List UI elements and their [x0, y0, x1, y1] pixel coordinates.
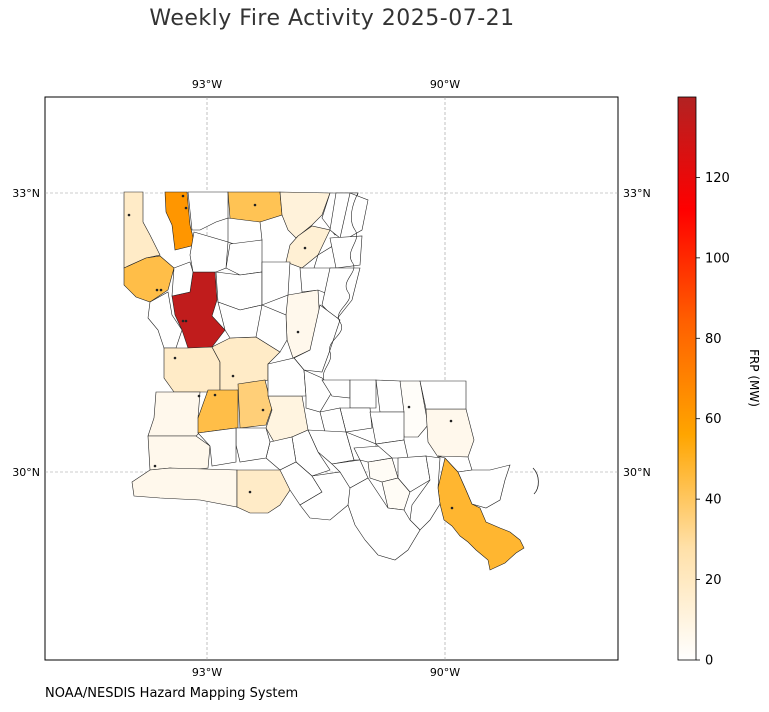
fire-point	[184, 319, 188, 323]
source-credit: NOAA/NESDIS Hazard Mapping System	[45, 686, 299, 701]
fire-points	[127, 194, 454, 510]
fire-point	[127, 213, 131, 217]
lat-tick-right-33n: 33°N	[623, 187, 651, 200]
parish-calcasieu[interactable]	[147, 435, 211, 471]
fire-point	[184, 206, 188, 210]
parish-layer	[123, 191, 525, 571]
lon-tick-bottom-90w: 90°W	[430, 666, 460, 679]
colorbar-tick-label: 80	[705, 332, 722, 347]
fire-point	[253, 203, 257, 207]
map-frame	[44, 96, 619, 661]
fire-point	[231, 374, 235, 378]
colorbar-ticks: 0 20 40 60 80 100 120	[696, 171, 730, 669]
colorbar-tick-label: 60	[705, 412, 722, 427]
parish-st-bernard[interactable]	[457, 464, 511, 509]
parish-st-charles[interactable]	[397, 455, 431, 493]
parish-jeff-davis[interactable]	[197, 427, 237, 467]
fire-point	[173, 356, 177, 360]
lon-tick-top-90w: 90°W	[430, 78, 460, 91]
fire-point	[248, 490, 252, 494]
parish-tensas[interactable]	[321, 267, 361, 321]
parish-washington[interactable]	[419, 380, 467, 410]
lon-tick-bottom-93w: 93°W	[192, 666, 222, 679]
fire-point	[407, 405, 411, 409]
fire-point	[303, 246, 307, 250]
parish-ouachita[interactable]	[285, 225, 331, 269]
fire-point	[153, 464, 157, 468]
parish-lafourche[interactable]	[381, 477, 411, 511]
parish-acadia[interactable]	[235, 427, 271, 463]
parish-bossier[interactable]	[164, 191, 196, 251]
colorbar-tick-label: 0	[705, 654, 713, 669]
parish-east-feliciana[interactable]	[349, 379, 377, 409]
parish-east-carroll[interactable]	[339, 192, 369, 239]
parish-livingston[interactable]	[369, 411, 405, 445]
parish-madison[interactable]	[329, 235, 363, 269]
parish-jackson[interactable]	[225, 239, 263, 276]
parish-terrebonne-south[interactable]	[347, 477, 421, 561]
parish-red-river[interactable]	[171, 261, 194, 297]
parish-st-helena[interactable]	[375, 379, 405, 413]
mississippi-river	[322, 192, 359, 381]
parish-concordia[interactable]	[293, 304, 341, 373]
parish-st-tammany[interactable]	[425, 408, 475, 458]
colorbar-label: FRP (MW)	[747, 349, 761, 407]
colorbar-tick-label: 40	[705, 493, 722, 508]
parish-jefferson[interactable]	[409, 455, 441, 531]
colorbar-tick-label: 20	[705, 573, 722, 588]
chart-title: Weekly Fire Activity 2025-07-21	[149, 6, 515, 31]
fire-point	[449, 419, 453, 423]
fire-point	[181, 194, 185, 198]
fire-point	[296, 330, 300, 334]
coast-outline	[532, 467, 539, 495]
colorbar-tick-label: 120	[705, 171, 730, 186]
fire-point	[155, 288, 159, 292]
parish-evangeline[interactable]	[237, 379, 273, 429]
parish-la-salle[interactable]	[255, 304, 288, 353]
parish-beauregard[interactable]	[147, 391, 206, 437]
colorbar	[677, 96, 697, 661]
fire-point	[261, 408, 265, 412]
lat-tick-left-30n: 30°N	[12, 466, 40, 479]
fire-point	[197, 394, 201, 398]
lat-tick-right-30n: 30°N	[623, 466, 651, 479]
parish-vernon[interactable]	[163, 346, 221, 393]
colorbar-tick-label: 100	[705, 251, 730, 266]
fire-point	[450, 506, 454, 510]
lat-tick-left-33n: 33°N	[12, 187, 40, 200]
fire-point	[181, 319, 185, 323]
lon-tick-top-93w: 93°W	[192, 78, 222, 91]
parish-caldwell[interactable]	[261, 261, 291, 306]
fire-point	[159, 288, 163, 292]
parish-plaquemines[interactable]	[437, 457, 525, 571]
fire-point	[213, 393, 217, 397]
